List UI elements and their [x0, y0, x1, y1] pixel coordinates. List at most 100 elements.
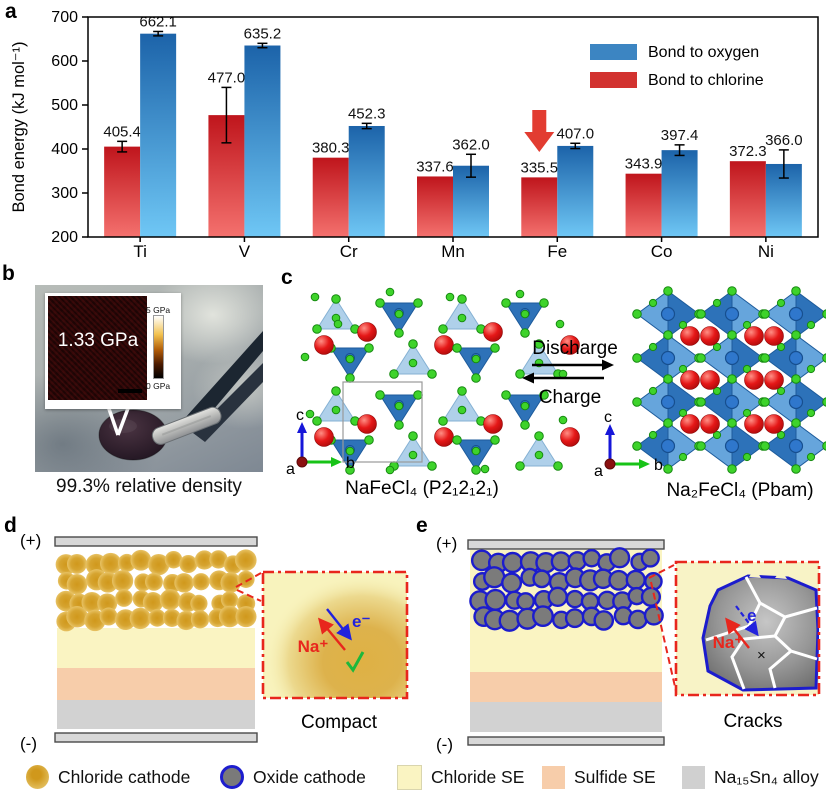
na-atom — [560, 335, 580, 355]
cl-atom — [539, 298, 549, 308]
legend-item-chloride-se: Chloride SE — [397, 764, 524, 790]
y-tick-label: 500 — [51, 97, 78, 114]
color-scale — [153, 315, 164, 379]
cl-atom — [776, 342, 786, 352]
bar-V-oxygen — [244, 45, 281, 238]
cl-atom — [457, 313, 467, 323]
b-axis-label: b — [346, 455, 355, 472]
plot-frame — [87, 16, 819, 238]
na-atom — [744, 414, 764, 434]
d-positive-terminal: (+) — [20, 531, 41, 550]
fe-atom — [724, 306, 740, 322]
bar-Co-oxygen — [661, 150, 698, 237]
cl-atom — [394, 420, 404, 430]
cl-atom — [490, 343, 500, 353]
d-top-electrode — [54, 536, 258, 547]
chloride-particle — [129, 607, 152, 630]
cl-atom — [742, 452, 752, 462]
cl-atom — [791, 330, 801, 340]
bar-Mn-chlorine — [417, 176, 453, 237]
x-tick-label-Ni: Ni — [758, 242, 774, 260]
cl-atom — [438, 416, 448, 426]
value-label-Cr-oxygen: 452.3 — [348, 105, 386, 122]
cl-atom — [632, 441, 642, 451]
cl-atom — [678, 452, 688, 462]
e-callout-line-bottom — [650, 581, 677, 692]
cl-atom — [345, 446, 355, 456]
na-atom — [744, 326, 764, 346]
chloride-particle — [159, 589, 181, 611]
cl-atom — [712, 386, 722, 396]
x-tick-label-Cr: Cr — [340, 242, 358, 260]
y-axis-label: Bond energy (kJ mol⁻¹) — [10, 41, 28, 212]
crack-notch-3 — [801, 573, 811, 584]
oxide-particle — [501, 572, 523, 594]
fe-atom — [788, 438, 804, 454]
e-top-electrode — [467, 539, 665, 550]
c-axis-arrowhead — [297, 422, 307, 433]
x-tick-label-Ti: Ti — [133, 242, 147, 260]
cl-atom — [515, 289, 525, 299]
cl-atom — [408, 339, 418, 349]
cl-atom — [648, 298, 658, 308]
cl-atom — [822, 441, 826, 451]
cl-atom — [520, 420, 530, 430]
legend-label: Chloride cathode — [58, 766, 191, 787]
e-negative-terminal: (-) — [436, 735, 453, 754]
electron-arrow — [326, 608, 352, 641]
chloride-particle — [190, 610, 210, 629]
bar-Cr-oxygen — [348, 125, 385, 237]
cl-atom — [534, 431, 544, 441]
chloride-particle — [235, 606, 257, 628]
cl-atom — [408, 450, 418, 460]
panel-a-letter: a — [5, 0, 17, 23]
oxide-particle — [564, 608, 585, 629]
cl-atom — [345, 373, 355, 383]
cl-atom — [445, 292, 455, 302]
cl-atom — [331, 294, 341, 304]
chloride-cell-panel: d (+) (-) Na⁺ e⁻ Compact — [4, 514, 409, 753]
chloride-particle — [164, 550, 183, 569]
cl-atom — [822, 309, 826, 319]
na-ion-arrow — [318, 617, 346, 651]
cl-atom — [648, 430, 658, 440]
chloride-particle — [190, 594, 208, 613]
cl-atom — [394, 309, 404, 319]
cl-atom — [696, 353, 706, 363]
sulfide-se-swatch-icon — [542, 765, 565, 789]
e-callout-line-top — [648, 564, 675, 579]
legend-item-sulfide-se: Sulfide SE — [542, 764, 656, 790]
e-electron-arrow — [735, 605, 759, 637]
c-axis-label: c — [604, 409, 612, 426]
legend-item-oxide-cathode: Oxide cathode — [220, 764, 366, 790]
crack-line-5 — [768, 649, 792, 689]
cl-atom — [696, 441, 706, 451]
chloride-particle — [162, 608, 181, 627]
alloy-swatch-icon — [682, 765, 705, 789]
cl-atom — [345, 354, 355, 364]
na-atom — [700, 326, 720, 346]
chloride-particle — [194, 550, 215, 570]
value-label-Ti-chlorine: 405.4 — [103, 123, 141, 140]
oxide-cathode-particles — [469, 547, 664, 632]
axis-indicator-right: c b a — [594, 409, 663, 480]
cl-atom — [394, 401, 404, 411]
cl-atom — [452, 435, 462, 445]
cl-atom — [558, 415, 568, 425]
cl-atom — [696, 397, 706, 407]
hardness-map: 1.33 GPa — [48, 296, 147, 400]
value-label-Fe-oxygen: 407.0 — [557, 125, 595, 142]
value-label-V-chlorine: 477.0 — [208, 69, 246, 86]
legend-label: Oxide cathode — [253, 766, 366, 787]
crystal-structures-panel: c c b a NaFeCl₄ (P2₁2₁2₁) Discharge Charge… — [281, 266, 826, 501]
d-alloy-layer — [57, 700, 255, 729]
cl-atom — [806, 364, 816, 374]
bar-Ti-chlorine — [104, 146, 141, 237]
cl-atom — [632, 353, 642, 363]
cl-atom — [312, 416, 322, 426]
nafecl4-structure — [300, 287, 580, 475]
y-tick-label: 700 — [51, 9, 78, 26]
cl-atom — [375, 298, 385, 308]
d-inset-border — [261, 570, 409, 700]
x-tick-label-Fe: Fe — [547, 242, 567, 260]
